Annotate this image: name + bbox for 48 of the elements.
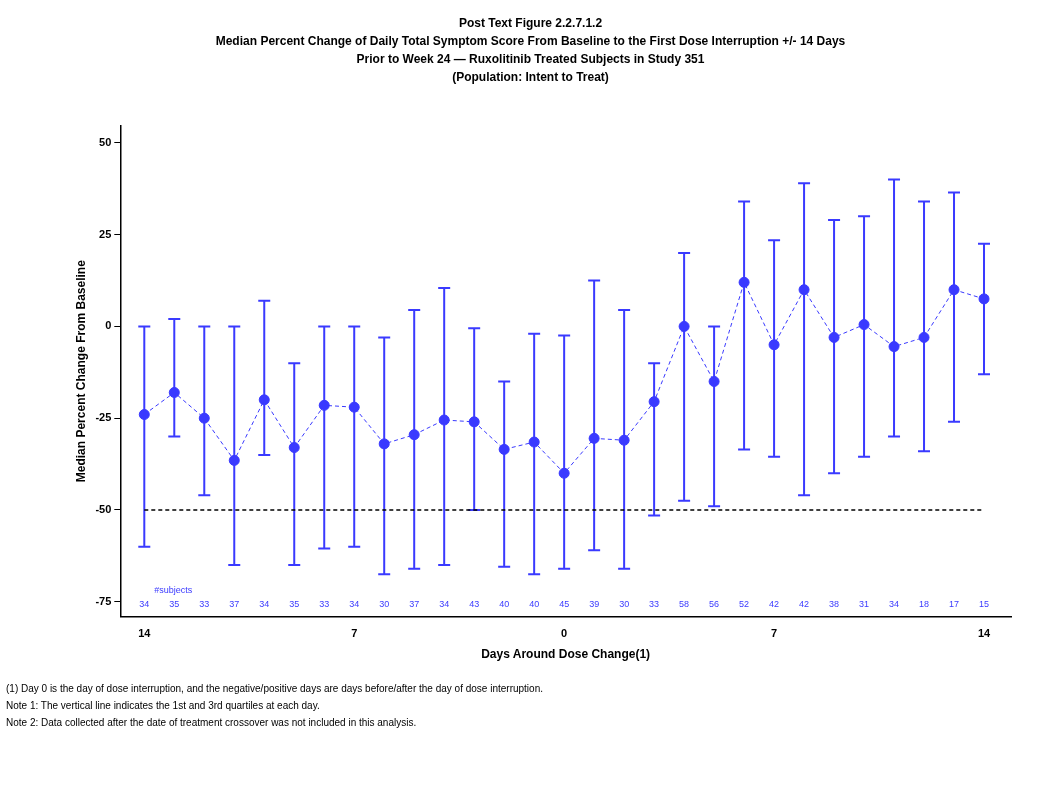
y-axis-title: Median Percent Change From Baseline [73, 259, 88, 483]
x-tick-label: 7 [771, 627, 778, 640]
annotation: 33 [319, 598, 330, 609]
annotation: 42 [769, 598, 780, 609]
annotation: 34 [439, 598, 450, 609]
x-axis-title: Days Around Dose Change(1) [481, 647, 651, 662]
annotation: 43 [469, 598, 480, 609]
annotation: 33 [649, 598, 660, 609]
annotation: 35 [289, 598, 300, 609]
x-tick-label: 14 [138, 627, 152, 640]
text: Note 2: Data collected after the date of treatment crossover was not included in this analysis. [6, 716, 418, 730]
annotation: #subjects [154, 584, 193, 595]
y-tick-label: -75 [95, 594, 112, 607]
annotation: 37 [229, 598, 240, 609]
annotation: 56 [709, 598, 720, 609]
annotation: 31 [859, 598, 870, 609]
annotation: 34 [139, 598, 150, 609]
y-tick-label: 0 [105, 319, 112, 332]
x-tick-label: 14 [977, 627, 991, 640]
annotation: 15 [979, 598, 990, 609]
annotation: 40 [529, 598, 540, 609]
annotation: 35 [169, 598, 180, 609]
x-tick-label: 7 [351, 627, 358, 640]
annotation: 52 [739, 598, 750, 609]
y-tick-label: -50 [95, 502, 112, 515]
y-tick-label: -25 [95, 411, 112, 424]
chart-title: Post Text Figure 2.2.7.1.2 [457, 15, 604, 32]
annotation: 34 [259, 598, 270, 609]
annotation: 30 [619, 598, 630, 609]
y-tick-label: 50 [99, 135, 112, 148]
annotation: 40 [499, 598, 510, 609]
annotation: 38 [829, 598, 840, 609]
text: (1) Day 0 is the day of dose interruption, and the negative/positive days are days before/after the day of dose interruption. [6, 682, 544, 696]
chart-subtitle: Median Percent Change of Daily Total Symptom Score From Baseline to the First Dose Interruption +/- 14 Days Prior to Week 24 — Ruxolitinib Treated Subjects in Study 351 (Population: Intent to Treat) [214, 33, 847, 86]
annotation: 42 [799, 598, 810, 609]
annotation: 39 [589, 598, 600, 609]
annotation: 30 [379, 598, 390, 609]
annotation: 34 [349, 598, 360, 609]
annotation: 33 [199, 598, 210, 609]
annotation: 45 [559, 598, 570, 609]
y-tick-label: 25 [99, 227, 112, 240]
annotation: 37 [409, 598, 420, 609]
annotation: 18 [919, 598, 930, 609]
annotation: 17 [949, 598, 960, 609]
x-tick-label: 0 [561, 627, 568, 640]
annotation: 58 [679, 598, 690, 609]
annotation: 34 [889, 598, 900, 609]
text: Note 1: The vertical line indicates the 1st and 3rd quartiles at each day. [6, 699, 321, 713]
